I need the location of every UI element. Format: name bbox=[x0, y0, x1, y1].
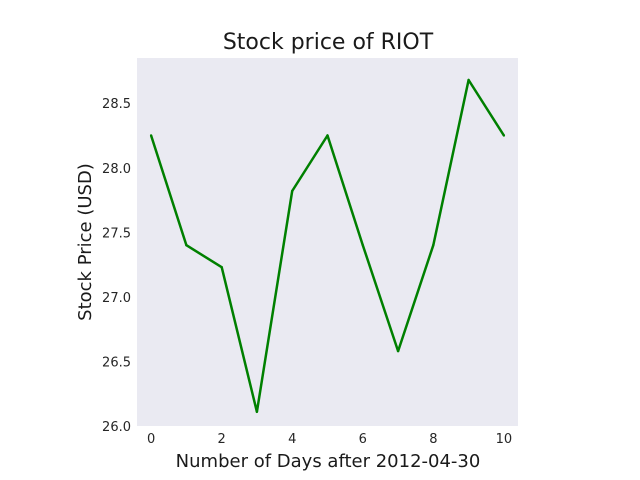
x-tick-label: 2 bbox=[218, 432, 226, 447]
y-ticks: 26.0 26.5 27.0 27.5 28.0 28.5 bbox=[102, 97, 131, 435]
x-tick-label: 8 bbox=[429, 432, 437, 447]
y-tick-label: 27.5 bbox=[102, 226, 131, 241]
x-ticks: 0 2 4 6 8 10 bbox=[147, 432, 512, 447]
x-tick-label: 0 bbox=[147, 432, 155, 447]
x-tick-label: 4 bbox=[288, 432, 296, 447]
data-point bbox=[255, 410, 259, 413]
y-tick-label: 28.5 bbox=[102, 97, 131, 112]
data-point bbox=[502, 134, 506, 137]
x-tick-label: 6 bbox=[359, 432, 367, 447]
chart-title: Stock price of RIOT bbox=[223, 30, 434, 55]
y-tick-label: 26.5 bbox=[102, 355, 131, 370]
plot-area bbox=[137, 58, 518, 426]
x-axis-label: Number of Days after 2012-04-30 bbox=[176, 451, 481, 472]
data-point bbox=[467, 78, 470, 82]
data-point bbox=[396, 349, 400, 353]
data-point bbox=[361, 244, 364, 247]
x-tick-label: 10 bbox=[496, 432, 513, 447]
data-point bbox=[149, 134, 153, 137]
data-point bbox=[185, 244, 188, 247]
data-point bbox=[432, 244, 435, 247]
series-layer bbox=[149, 78, 506, 414]
data-point bbox=[220, 266, 223, 269]
y-tick-label: 26.0 bbox=[102, 420, 131, 435]
y-axis-label: Stock Price (USD) bbox=[75, 163, 96, 321]
data-point bbox=[291, 189, 294, 193]
data-point bbox=[326, 134, 329, 137]
y-tick-label: 28.0 bbox=[102, 162, 131, 177]
y-tick-label: 27.0 bbox=[102, 291, 131, 306]
